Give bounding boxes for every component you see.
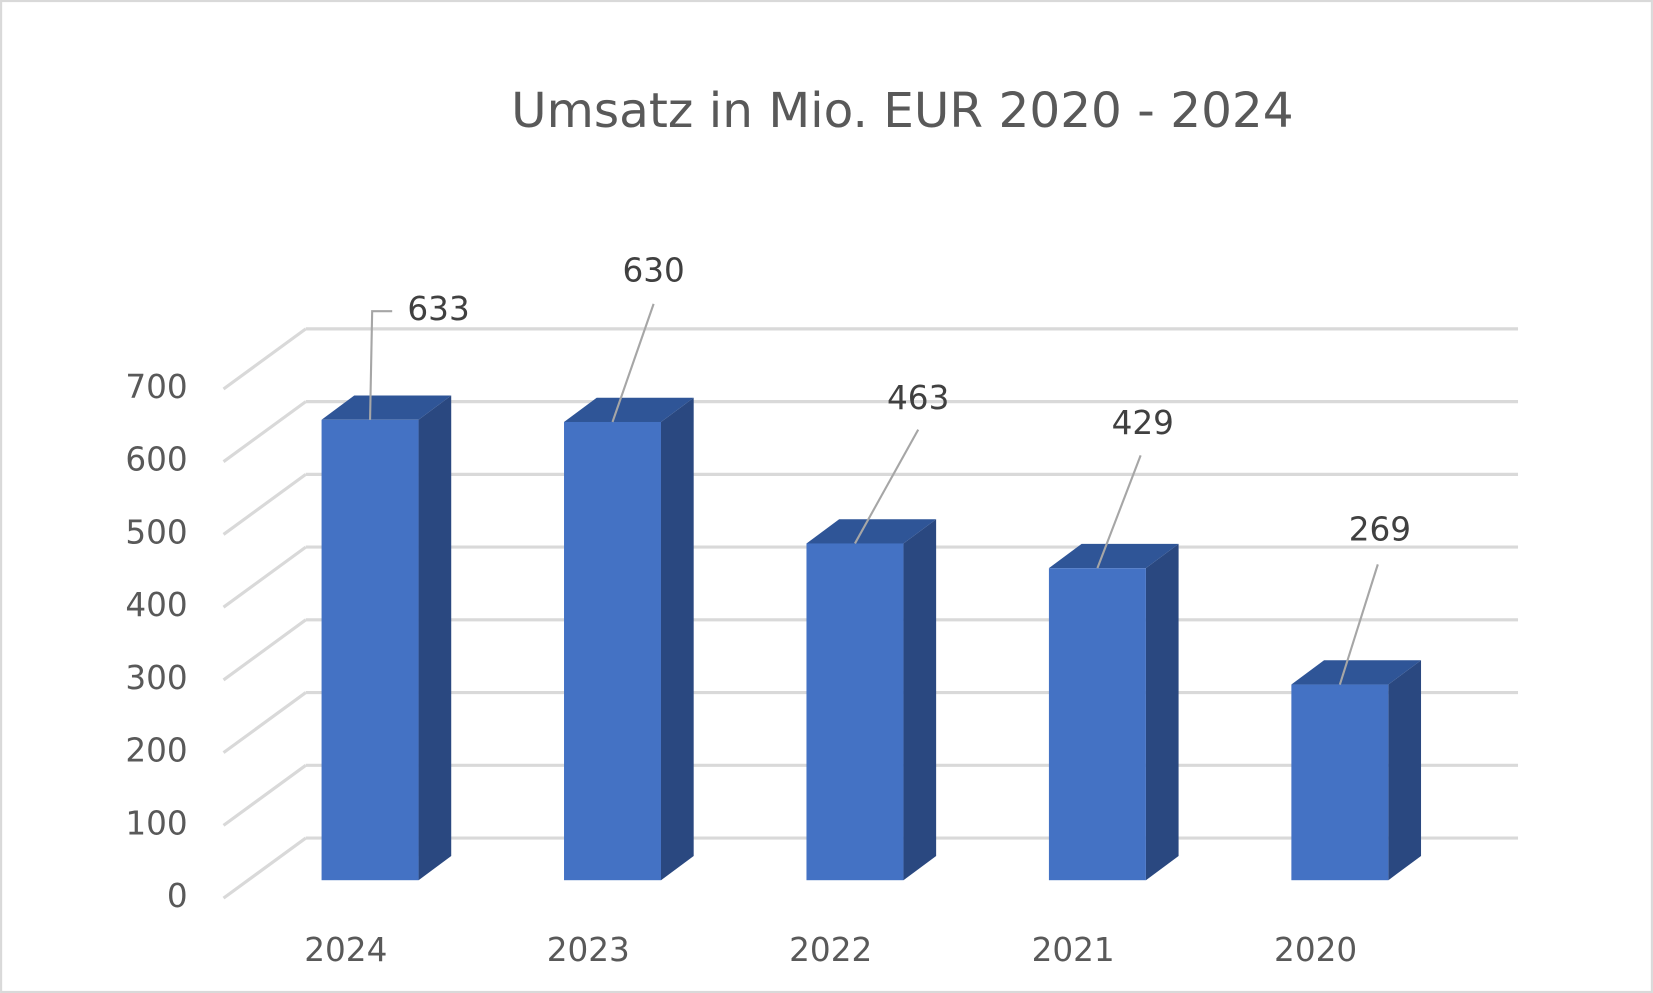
- data-label: 429: [1112, 404, 1174, 442]
- bar-top: [564, 397, 694, 422]
- bar-side: [418, 395, 452, 881]
- x-tick-label: 2024: [304, 931, 387, 969]
- bar: [1048, 568, 1146, 881]
- chart-title: Umsatz in Mio. EUR 2020 - 2024: [511, 83, 1293, 139]
- leader-line: [1096, 455, 1142, 569]
- grid-line-side: [222, 400, 307, 463]
- bar: [806, 543, 904, 881]
- bar-top: [806, 519, 937, 544]
- grid-line-side: [222, 545, 307, 609]
- grid-line-side: [222, 691, 307, 754]
- bar-side: [661, 397, 694, 881]
- x-tick-label: 2021: [1032, 931, 1115, 969]
- y-tick-label: 300: [125, 659, 187, 697]
- y-tick-label: 200: [125, 732, 187, 770]
- bar: [564, 421, 661, 881]
- y-tick-label: 0: [167, 877, 188, 915]
- y-tick-label: 500: [125, 513, 187, 551]
- bar: [1291, 684, 1389, 881]
- y-tick-label: 700: [125, 368, 187, 406]
- grid-line-side: [222, 473, 307, 536]
- y-tick-label: 100: [125, 804, 187, 842]
- bar-top: [1291, 660, 1422, 685]
- bar-side: [1388, 660, 1422, 881]
- bar-side: [903, 519, 937, 881]
- x-tick-label: 2020: [1274, 931, 1357, 969]
- x-tick-label: 2022: [789, 931, 872, 969]
- bar-side: [1145, 543, 1179, 881]
- grid-line-side: [222, 327, 307, 391]
- y-tick-label: 400: [125, 586, 187, 624]
- grid-line-side: [222, 836, 307, 900]
- data-label: 633: [407, 290, 469, 328]
- bar-top: [321, 395, 452, 420]
- data-label: 630: [622, 251, 684, 289]
- bar: [321, 419, 419, 881]
- grid-line-side: [222, 618, 307, 682]
- data-label: 463: [887, 379, 949, 417]
- grid-line-side: [222, 764, 307, 827]
- y-tick-label: 600: [125, 441, 187, 479]
- leader-line: [1338, 564, 1379, 685]
- data-label: 269: [1349, 511, 1411, 549]
- leader-line: [854, 429, 920, 544]
- leader-line: [369, 310, 393, 420]
- leader-line: [611, 303, 655, 423]
- x-tick-label: 2023: [547, 931, 630, 969]
- bar-top: [1048, 543, 1179, 569]
